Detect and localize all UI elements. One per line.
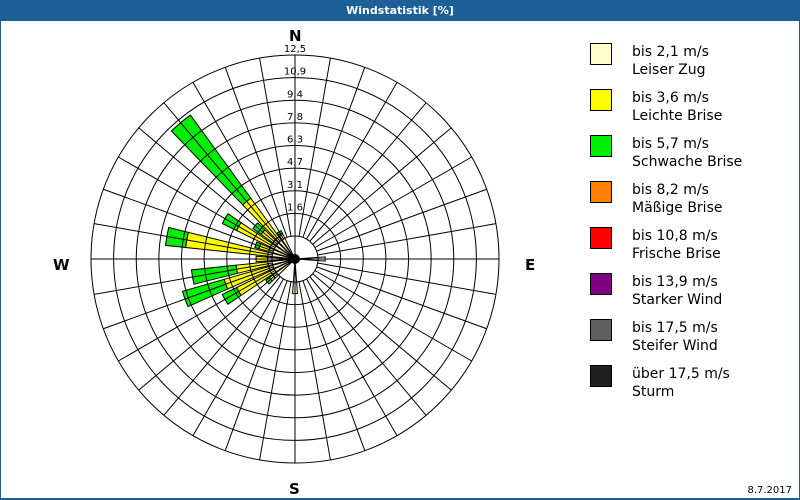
legend-name: Starker Wind [632,292,723,308]
radial-tick-label: 12,5 [284,44,306,55]
wind-sector [181,278,229,308]
grid-ring [248,212,342,306]
grid-ring [203,167,387,351]
radial-tick-label: 6,3 [287,135,303,146]
legend-speed: bis 2,1 m/s [632,44,709,60]
compass-north: N [289,27,302,45]
legend-speed: bis 17,5 m/s [632,320,718,336]
grid-ring [226,190,364,328]
grid-ring [90,54,500,464]
legend-speed: bis 3,6 m/s [632,90,709,106]
legend-name: Schwache Brise [632,154,743,170]
legend-name: Frische Brise [632,246,721,262]
legend-speed: bis 13,9 m/s [632,274,718,290]
grid-ring [113,77,477,441]
legend-swatch [590,319,612,341]
radial-tick-label: 10,9 [284,67,306,78]
radial-tick-label: 3,1 [287,180,303,191]
legend-swatch [590,43,612,65]
radial-tick-label: 4,7 [287,157,303,168]
legend-speed: bis 10,8 m/s [632,228,718,244]
window-title: Windstatistik [%] [0,0,800,21]
date-label: 8.7.2017 [747,485,792,496]
legend-name: Steifer Wind [632,338,718,354]
legend-name: Leiser Zug [632,62,706,78]
compass-east: E [525,256,536,274]
grid-ring [135,99,455,419]
radial-tick-label: 9,4 [287,89,303,100]
legend-swatch [590,89,612,111]
compass-south: S [289,480,300,498]
legend-swatch [590,365,612,387]
legend-speed: bis 8,2 m/s [632,182,709,198]
legend-swatch [590,135,612,157]
legend-swatch [590,273,612,295]
legend-speed: bis 5,7 m/s [632,136,709,152]
legend-name: Leichte Brise [632,108,723,124]
compass-west: W [53,256,70,274]
radial-tick-label: 7,8 [287,112,303,123]
legend-speed: über 17,5 m/s [632,366,730,382]
legend-swatch [590,227,612,249]
grid-ring [181,145,409,373]
wind-rose-chart: 1,6 3,1 4,7 6,3 7,8 9,4 10,9 12,5 [90,44,500,464]
radial-tick-label: 1,6 [287,202,303,213]
legend-swatch [590,181,612,203]
legend-name: Mäßige Brise [632,200,723,216]
grid-ring [158,122,432,396]
legend-name: Sturm [632,384,675,400]
